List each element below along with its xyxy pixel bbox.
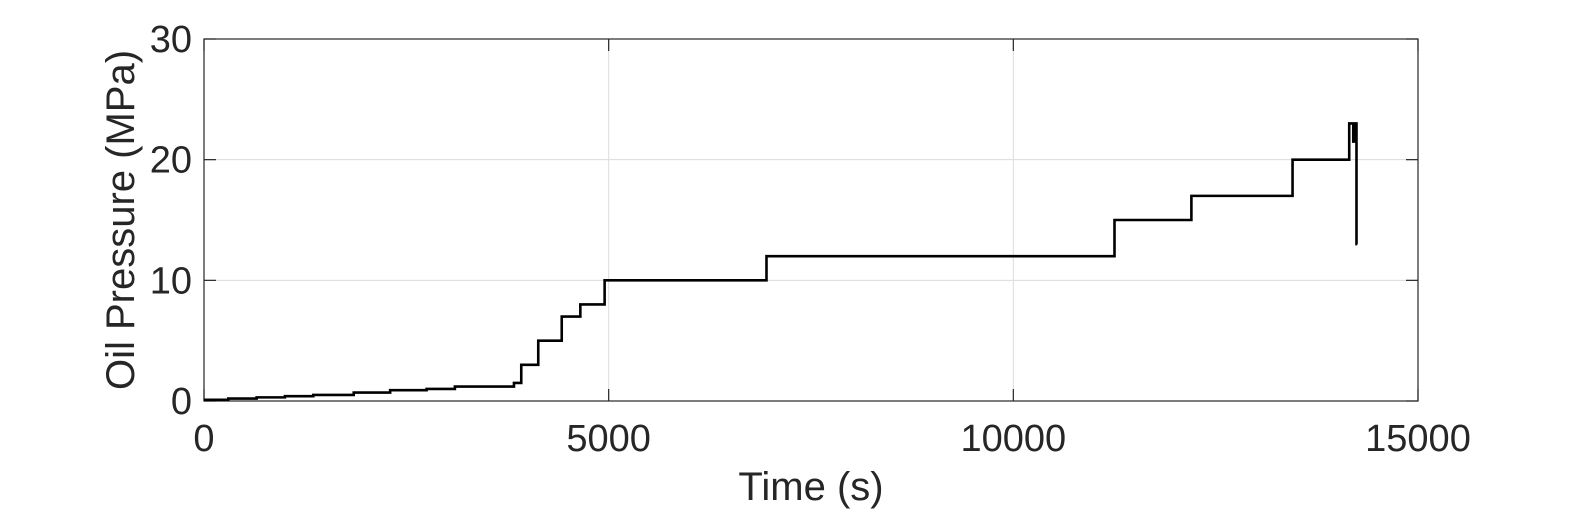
- series-layer: [204, 122, 1358, 402]
- series-line-0: [204, 122, 1358, 402]
- x-tick-label: 10000: [960, 418, 1066, 460]
- y-axis-label: Oil Pressure (MPa): [99, 50, 143, 390]
- grid-lines: [204, 39, 1418, 401]
- plot-frame: [203, 38, 1419, 402]
- x-tick-label: 0: [193, 418, 214, 460]
- y-tick-label: 30: [150, 19, 192, 61]
- y-tick-labels: 0 10 20 30: [150, 19, 192, 423]
- x-axis-label: Time (s): [738, 465, 883, 509]
- axis-ticks: [203, 38, 1419, 402]
- x-tick-label: 15000: [1365, 418, 1471, 460]
- x-tick-label: 5000: [566, 418, 651, 460]
- x-tick-labels: 0 5000 10000 15000: [193, 418, 1470, 460]
- y-tick-label: 0: [171, 381, 192, 423]
- y-tick-label: 10: [150, 260, 192, 302]
- y-tick-label: 20: [150, 140, 192, 182]
